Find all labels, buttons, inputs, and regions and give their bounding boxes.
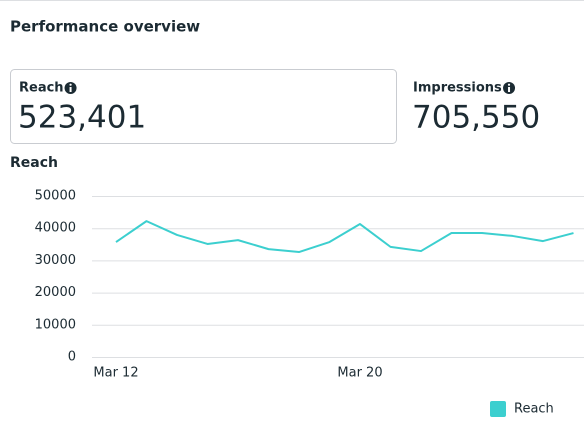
y-tick-label: 0 [68, 350, 76, 365]
info-icon[interactable] [503, 82, 516, 94]
metric-value: 705,550 [412, 100, 540, 136]
y-tick-label: 10000 [35, 317, 76, 332]
metric-card[interactable] [10, 69, 397, 144]
data-line [115, 220, 574, 254]
legend-label: Reach [514, 402, 554, 417]
y-tick-label: 20000 [35, 285, 76, 300]
metric-label: Impressions [413, 81, 502, 96]
y-tick-label: 50000 [35, 189, 76, 204]
y-tick-label: 30000 [35, 253, 76, 268]
page-title: Performance overview [10, 18, 200, 36]
info-icon[interactable] [64, 82, 77, 94]
chart-title: Reach [10, 155, 58, 171]
metric-label: Reach [19, 81, 64, 96]
y-tick-label: 40000 [35, 221, 76, 236]
x-tick-label: Mar 12 [93, 366, 138, 381]
legend-swatch [490, 401, 506, 417]
metric-value: 523,401 [18, 100, 146, 136]
x-tick-label: Mar 20 [337, 366, 382, 381]
